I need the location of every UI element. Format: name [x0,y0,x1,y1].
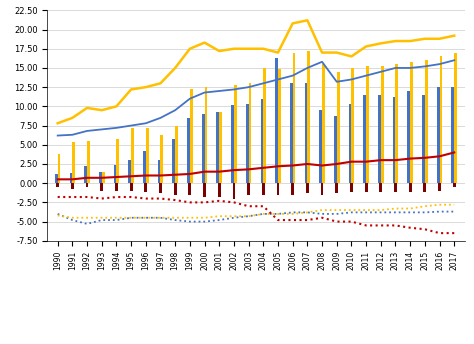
Bar [71,183,74,189]
Bar [55,174,58,183]
Bar [437,87,439,183]
Bar [261,99,263,183]
Bar [175,126,178,183]
Bar [292,53,295,183]
Bar [234,85,237,183]
Bar [277,183,279,195]
Bar [349,104,351,183]
Bar [84,166,87,183]
Bar [378,95,381,183]
Bar [115,183,118,191]
Bar [425,60,428,183]
Bar [319,110,322,183]
Bar [249,83,251,183]
Bar [174,183,177,195]
Bar [247,183,250,195]
Bar [438,183,441,191]
Bar [231,105,234,183]
Bar [203,183,206,197]
Bar [453,183,456,187]
Bar [263,68,266,183]
Bar [392,97,395,183]
Bar [275,58,278,183]
Bar [70,173,73,183]
Bar [218,183,220,197]
Bar [128,160,131,183]
Bar [262,183,264,195]
Bar [350,183,353,192]
Bar [394,183,397,192]
Bar [337,72,339,183]
Bar [351,68,354,183]
Bar [439,56,442,183]
Bar [381,66,383,183]
Bar [159,183,162,193]
Bar [278,69,281,183]
Bar [102,172,105,183]
Bar [187,118,190,183]
Bar [334,116,337,183]
Bar [87,141,90,183]
Bar [189,183,191,195]
Bar [320,183,323,195]
Bar [410,62,413,183]
Bar [395,64,398,183]
Bar [117,139,119,183]
Bar [56,183,59,187]
Bar [161,135,163,183]
Bar [365,183,367,192]
Bar [145,183,147,192]
Bar [219,112,222,183]
Bar [217,112,219,183]
Bar [86,183,89,187]
Bar [158,160,161,183]
Bar [58,154,61,183]
Bar [143,151,146,183]
Bar [100,183,103,191]
Bar [130,183,133,191]
Bar [322,64,325,183]
Bar [131,128,134,183]
Bar [335,183,338,193]
Bar [146,128,148,183]
Bar [190,89,192,183]
Bar [307,51,310,183]
Bar [292,183,294,195]
Bar [423,183,426,192]
Bar [205,87,207,183]
Bar [114,165,117,183]
Bar [73,142,75,183]
Bar [364,95,366,183]
Bar [366,66,369,183]
Bar [202,114,205,183]
Bar [290,83,292,183]
Bar [407,91,410,183]
Bar [306,183,309,193]
Bar [379,183,382,192]
Bar [305,83,307,183]
Bar [99,172,102,183]
Bar [422,95,425,183]
Bar [451,87,454,183]
Bar [246,104,249,183]
Bar [454,53,457,183]
Bar [233,183,235,198]
Bar [173,139,175,183]
Bar [409,183,411,192]
